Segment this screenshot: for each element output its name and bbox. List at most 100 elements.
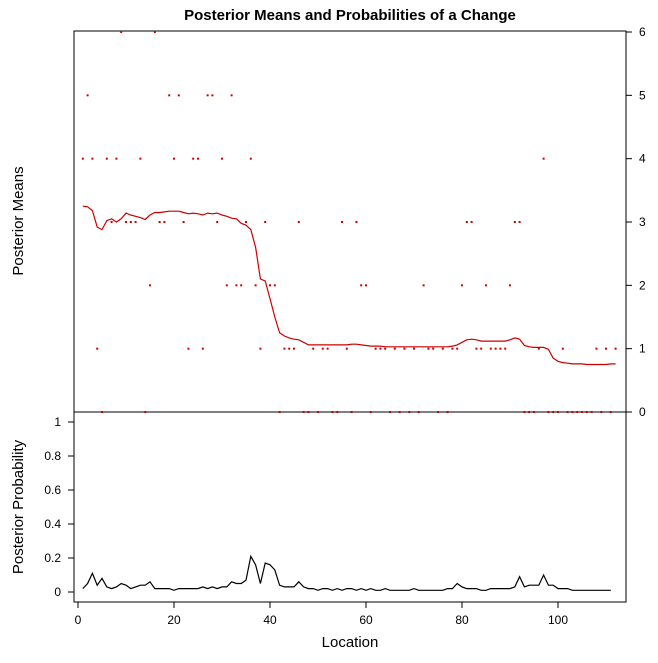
observation-point bbox=[317, 411, 319, 413]
observation-point bbox=[585, 411, 588, 413]
observation-point bbox=[134, 221, 137, 223]
observation-point bbox=[221, 157, 223, 160]
top-y-tick-label: 1 bbox=[639, 342, 646, 356]
observation-point bbox=[91, 157, 94, 160]
observation-point bbox=[254, 284, 257, 287]
top-y-tick-label: 2 bbox=[639, 278, 646, 292]
observation-point bbox=[273, 284, 276, 287]
top-y-tick-label: 3 bbox=[639, 215, 646, 229]
chart-title: Posterior Means and Probabilities of a C… bbox=[184, 7, 516, 24]
observation-point bbox=[605, 347, 607, 350]
observation-point bbox=[158, 221, 161, 223]
observation-point bbox=[465, 221, 468, 223]
observation-point bbox=[427, 347, 430, 350]
observation-point bbox=[389, 411, 391, 413]
observation-point bbox=[331, 411, 334, 413]
observation-point bbox=[192, 157, 195, 160]
observation-point bbox=[393, 347, 396, 350]
observation-point bbox=[552, 411, 555, 413]
observation-point bbox=[456, 347, 459, 350]
observation-point bbox=[518, 221, 521, 223]
observation-point bbox=[576, 411, 579, 413]
top-y-axis-label: Posterior Means bbox=[10, 166, 27, 275]
observation-point bbox=[461, 284, 463, 287]
observation-point bbox=[523, 411, 526, 413]
bottom-y-axis-label: Posterior Probability bbox=[10, 439, 27, 574]
observation-point bbox=[384, 347, 387, 350]
observation-point bbox=[235, 284, 238, 287]
observation-point bbox=[230, 94, 233, 97]
observation-point bbox=[475, 347, 478, 350]
bottom-y-tick-label: 1 bbox=[54, 415, 61, 429]
observation-point bbox=[345, 347, 348, 350]
top-y-tick-label: 6 bbox=[639, 25, 646, 39]
observation-point bbox=[557, 411, 559, 413]
observation-point bbox=[240, 284, 243, 287]
observation-point bbox=[350, 411, 353, 413]
observation-point bbox=[336, 411, 339, 413]
observation-point bbox=[105, 157, 108, 160]
posterior-means-line bbox=[82, 205, 616, 366]
observation-point bbox=[163, 221, 166, 223]
observation-point bbox=[365, 284, 367, 287]
observation-point bbox=[197, 157, 199, 160]
observation-point bbox=[173, 157, 175, 160]
observation-point bbox=[374, 347, 377, 350]
observation-point bbox=[293, 347, 295, 350]
top-y-tick-label: 5 bbox=[639, 88, 646, 102]
posterior-probability-line bbox=[82, 554, 611, 591]
observation-point bbox=[609, 411, 612, 413]
observation-point bbox=[413, 347, 415, 350]
observation-point bbox=[513, 221, 516, 223]
observation-point bbox=[86, 94, 89, 97]
observation-point bbox=[470, 221, 473, 223]
observation-point bbox=[269, 284, 271, 287]
observation-point bbox=[264, 221, 267, 223]
observation-point bbox=[581, 411, 583, 413]
observation-point bbox=[115, 157, 118, 160]
observation-point bbox=[417, 411, 420, 413]
observation-point bbox=[297, 221, 300, 223]
observation-point bbox=[120, 31, 123, 33]
observation-point bbox=[177, 94, 180, 97]
bottom-y-tick-label: 0.4 bbox=[44, 517, 61, 531]
observation-point bbox=[403, 347, 406, 350]
observation-point bbox=[139, 157, 142, 160]
observation-point bbox=[542, 157, 545, 160]
observation-point bbox=[528, 411, 531, 413]
observation-point bbox=[187, 347, 190, 350]
observation-point bbox=[509, 284, 511, 287]
x-tick-label: 20 bbox=[167, 613, 181, 627]
observation-point bbox=[422, 284, 425, 287]
observation-point bbox=[302, 411, 305, 413]
observation-point bbox=[144, 411, 147, 413]
top-panel-frame bbox=[73, 30, 627, 413]
observation-point bbox=[245, 221, 247, 223]
observation-point bbox=[312, 347, 315, 350]
x-tick-label: 0 bbox=[75, 613, 82, 627]
observation-point bbox=[480, 347, 483, 350]
x-tick-label: 40 bbox=[263, 613, 277, 627]
observation-point bbox=[153, 31, 156, 33]
observation-point bbox=[110, 221, 113, 223]
observation-point bbox=[533, 411, 535, 413]
observation-point bbox=[595, 347, 598, 350]
top-y-tick-label: 0 bbox=[639, 405, 646, 419]
observation-point bbox=[149, 284, 151, 287]
observation-point bbox=[398, 411, 401, 413]
observation-point bbox=[614, 347, 617, 350]
observation-point bbox=[446, 411, 449, 413]
observation-point bbox=[600, 411, 603, 413]
observation-point bbox=[288, 347, 291, 350]
observation-point bbox=[168, 94, 171, 97]
observation-point bbox=[249, 157, 252, 160]
observation-point bbox=[321, 347, 324, 350]
x-tick-label: 100 bbox=[548, 613, 568, 627]
bottom-y-tick-label: 0.8 bbox=[44, 449, 61, 463]
observation-point bbox=[96, 347, 99, 350]
observation-point bbox=[485, 284, 487, 287]
observation-point bbox=[537, 347, 540, 350]
observation-point bbox=[504, 347, 507, 350]
